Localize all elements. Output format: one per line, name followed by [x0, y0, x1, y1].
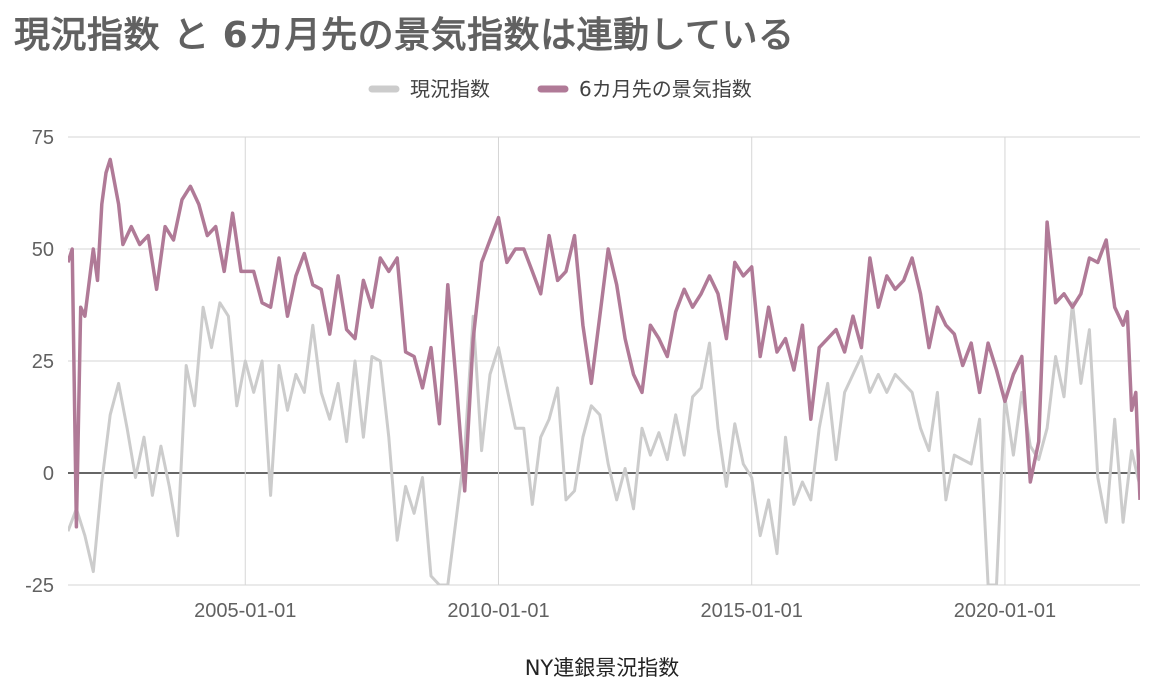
x-tick-label: 2010-01-01 [447, 600, 549, 622]
legend-label: 6カ月先の景気指数 [579, 77, 752, 101]
x-tick-label: 2005-01-01 [194, 600, 296, 622]
x-axis-label: NY連銀景況指数 [525, 656, 680, 680]
chart-title: 現況指数 と 6カ月先の景気指数は連動している [14, 15, 795, 56]
y-tick-label: 25 [32, 351, 54, 373]
y-tick-label: -25 [25, 575, 54, 597]
x-tick-label: 2015-01-01 [701, 600, 803, 622]
x-tick-label: 2020-01-01 [954, 600, 1056, 622]
y-tick-label: 50 [32, 239, 54, 261]
y-tick-label: 0 [43, 463, 54, 485]
legend-label: 現況指数 [410, 77, 490, 101]
series-line-2 [68, 157, 1140, 529]
series-line-1 [68, 301, 1140, 585]
y-tick-label: 75 [32, 127, 54, 149]
